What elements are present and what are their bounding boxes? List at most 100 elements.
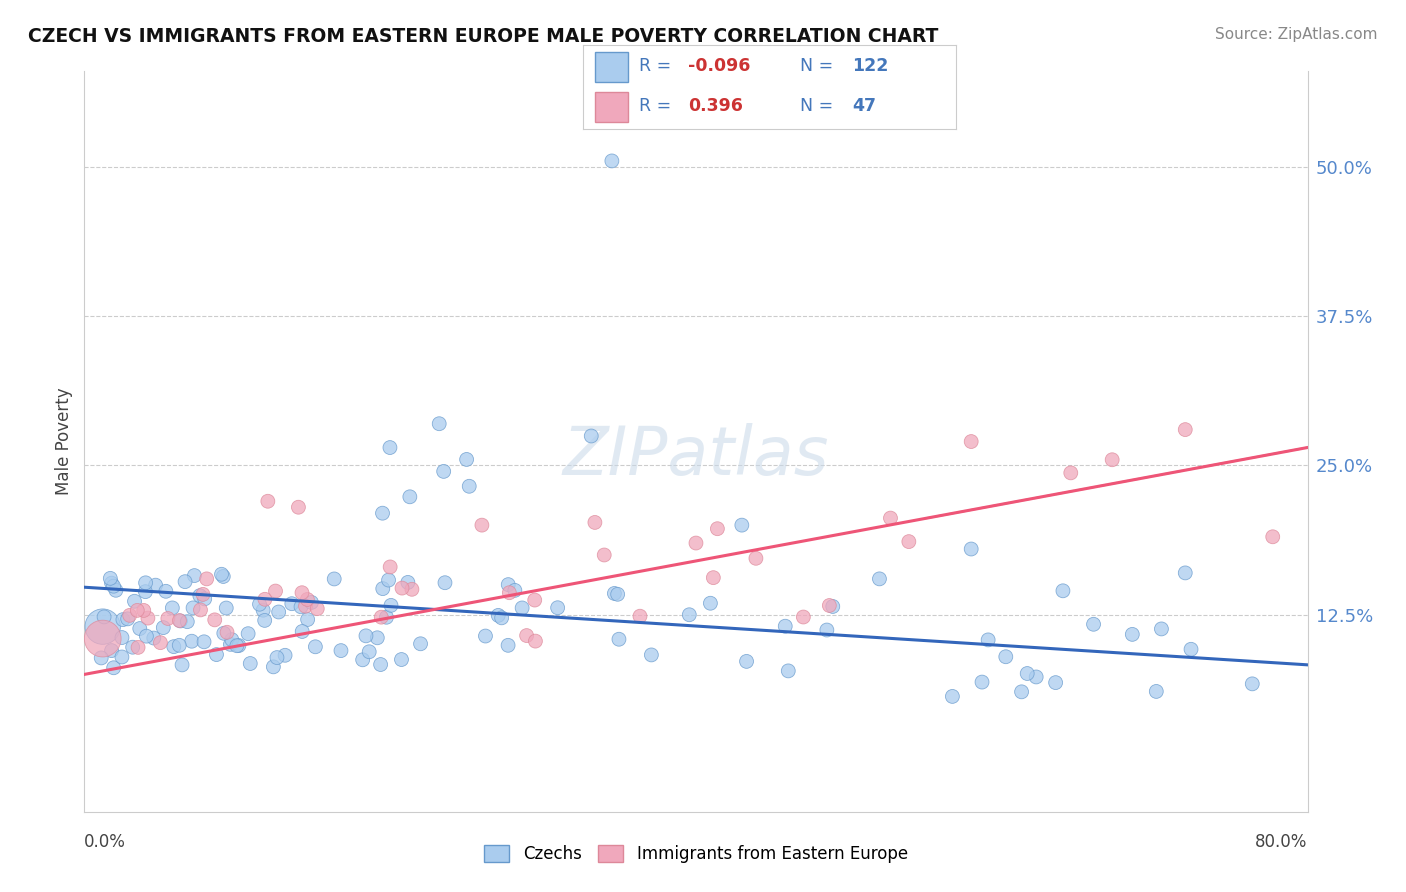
Point (253, 592, 276, 607)
Point (1150, 622, 1173, 636)
Point (486, 608, 509, 623)
Point (142, 631, 165, 645)
Point (1060, 466, 1083, 480)
Point (593, 548, 616, 562)
Point (879, 511, 901, 525)
Point (297, 592, 319, 607)
FancyBboxPatch shape (595, 92, 628, 121)
Point (252, 603, 274, 617)
Point (98, 571, 121, 585)
Point (380, 599, 402, 613)
Point (304, 640, 326, 654)
Text: R =: R = (640, 57, 678, 75)
Point (281, 597, 304, 611)
Text: 0.396: 0.396 (688, 97, 742, 115)
Point (169, 614, 191, 628)
Point (941, 690, 963, 704)
Point (212, 569, 235, 583)
Point (977, 632, 1000, 647)
Point (145, 578, 167, 592)
Point (685, 536, 707, 550)
Point (264, 584, 287, 599)
Point (257, 494, 280, 508)
Point (170, 657, 193, 672)
Point (212, 626, 235, 640)
Point (156, 611, 179, 625)
Point (516, 629, 538, 643)
Point (176, 615, 198, 629)
Point (191, 587, 214, 601)
Point (496, 577, 519, 591)
Point (377, 573, 399, 587)
Point (510, 601, 533, 615)
Text: -0.096: -0.096 (688, 57, 751, 75)
Point (456, 452, 478, 467)
Text: N =: N = (800, 97, 838, 115)
Point (225, 639, 247, 653)
Point (249, 597, 271, 611)
Point (190, 603, 212, 617)
Point (523, 593, 546, 607)
Point (136, 611, 159, 625)
Point (607, 632, 630, 647)
Point (1180, 642, 1202, 657)
Point (960, 434, 983, 449)
Text: ZIPatlas: ZIPatlas (562, 424, 830, 490)
Point (600, 153, 623, 168)
Text: Source: ZipAtlas.com: Source: ZipAtlas.com (1215, 27, 1378, 42)
Point (396, 575, 419, 590)
Point (471, 518, 494, 533)
Point (745, 551, 768, 566)
Point (370, 610, 392, 624)
Point (1083, 617, 1105, 632)
Point (778, 664, 800, 678)
Point (103, 579, 125, 593)
Point (354, 629, 377, 643)
Point (124, 594, 146, 608)
Text: 0.0%: 0.0% (84, 833, 127, 851)
Point (169, 614, 191, 628)
Point (193, 635, 215, 649)
Point (818, 599, 841, 613)
Point (274, 648, 297, 663)
Point (290, 599, 312, 614)
Point (287, 500, 309, 515)
Point (458, 479, 481, 493)
Point (228, 639, 250, 653)
Point (111, 631, 134, 645)
Point (391, 652, 413, 666)
Point (236, 626, 259, 640)
Point (391, 581, 413, 595)
Point (253, 614, 276, 628)
Point (121, 640, 143, 655)
Point (90, 651, 112, 665)
Point (134, 584, 156, 599)
Point (821, 599, 844, 614)
Point (204, 613, 226, 627)
Point (1101, 452, 1123, 467)
Point (262, 660, 284, 674)
Point (773, 619, 796, 633)
Point (117, 612, 139, 626)
Point (960, 541, 983, 556)
Point (127, 640, 149, 655)
Point (491, 611, 513, 625)
Point (163, 640, 186, 654)
Point (401, 582, 423, 597)
Point (371, 582, 394, 596)
FancyBboxPatch shape (595, 53, 628, 82)
Point (897, 534, 920, 549)
Point (1174, 423, 1197, 437)
Point (91, 619, 114, 633)
Point (211, 567, 233, 582)
Point (1121, 627, 1143, 641)
Point (731, 518, 754, 533)
Text: 47: 47 (852, 97, 876, 115)
Text: 80.0%: 80.0% (1256, 833, 1308, 851)
Point (371, 506, 394, 520)
Point (706, 522, 728, 536)
Point (174, 574, 197, 589)
Point (149, 635, 172, 649)
Point (135, 629, 157, 643)
Point (266, 650, 288, 665)
